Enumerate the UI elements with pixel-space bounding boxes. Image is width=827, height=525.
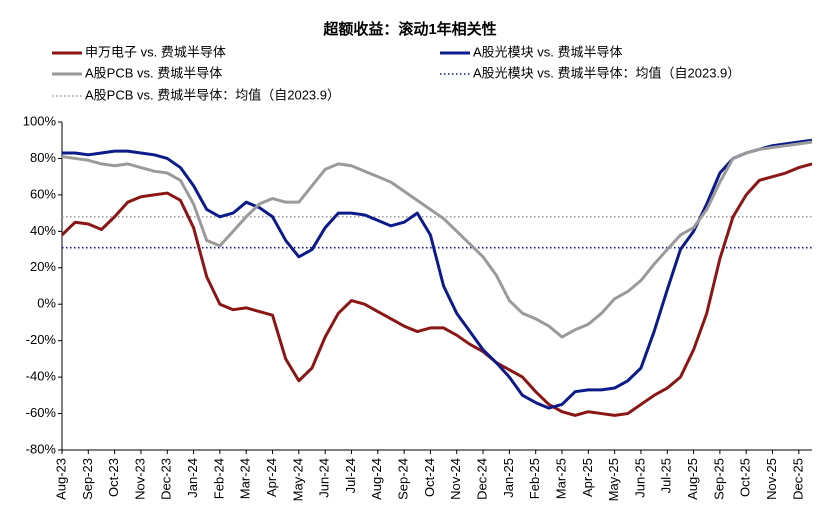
x-tick-label: Sep-23 [80,458,95,500]
legend-label: A股PCB vs. 费城半导体：均值（自2023.9） [85,87,340,102]
x-tick-label: Dec-24 [474,458,489,500]
x-tick-label: Jul-25 [659,458,674,493]
legend-label: A股PCB vs. 费城半导体 [85,65,222,80]
x-tick-label: Jun-25 [632,458,647,498]
y-tick-label: -80% [26,441,57,456]
x-tick-label: Jan-25 [501,458,516,498]
y-tick-label: 100% [23,113,57,128]
x-tick-label: Aug-24 [369,458,384,500]
series-line [60,162,813,417]
x-tick-label: Feb-25 [527,458,542,499]
x-tick-label: May-24 [290,458,305,501]
x-tick-label: Apr-24 [264,458,279,497]
x-tick-label: Mar-25 [553,458,568,499]
x-tick-label: Dec-23 [159,458,174,500]
chart-title: 超额收益：滚动1年相关性 [322,20,496,38]
x-tick-label: May-25 [606,458,621,501]
x-tick-label: Aug-23 [53,458,68,500]
x-tick-label: Jul-24 [343,458,358,493]
x-tick-label: Oct-23 [106,458,121,497]
y-tick-label: -40% [26,369,57,384]
x-tick-label: Sep-25 [711,458,726,500]
x-tick-label: Oct-24 [422,458,437,497]
legend-label: 申万电子 vs. 费城半导体 [85,44,226,59]
y-tick-label: -20% [26,332,57,347]
x-tick-label: Jan-24 [185,458,200,498]
x-tick-label: Jun-24 [317,458,332,498]
x-tick-label: Nov-25 [764,458,779,500]
x-tick-label: Nov-23 [132,458,147,500]
y-tick-label: 20% [30,259,56,274]
y-tick-label: 60% [30,186,56,201]
x-tick-label: Apr-25 [580,458,595,497]
y-tick-label: 40% [30,223,56,238]
x-tick-label: Feb-24 [211,458,226,499]
legend-label: A股光模块 vs. 费城半导体：均值（自2023.9） [473,65,740,80]
y-tick-label: -60% [26,405,57,420]
x-tick-label: Oct-25 [738,458,753,497]
series-line [62,138,813,410]
x-tick-label: Dec-25 [790,458,805,500]
y-tick-label: 0% [37,296,56,311]
x-tick-label: Mar-24 [238,458,253,499]
series-line [61,140,813,339]
x-tick-label: Nov-24 [448,458,463,500]
x-tick-label: Sep-24 [396,458,411,500]
legend-label: A股光模块 vs. 费城半导体 [473,44,623,59]
x-tick-label: Aug-25 [685,458,700,500]
y-tick-label: 80% [30,150,56,165]
